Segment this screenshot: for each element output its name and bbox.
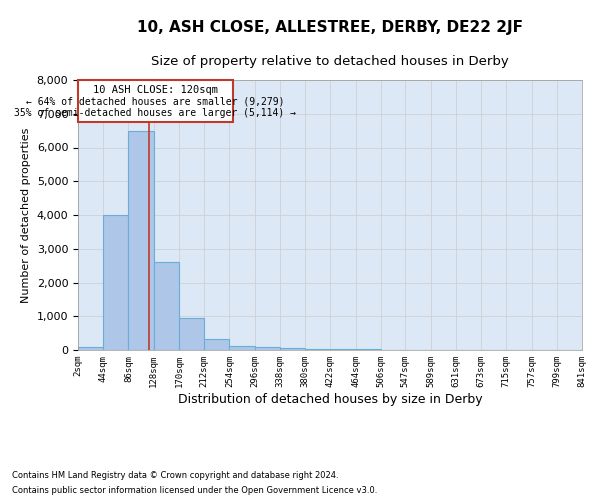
Text: Size of property relative to detached houses in Derby: Size of property relative to detached ho…: [151, 55, 509, 68]
FancyBboxPatch shape: [78, 80, 233, 122]
Bar: [103, 215, 128, 350]
Bar: [128, 130, 154, 350]
Text: ← 64% of detached houses are smaller (9,279): ← 64% of detached houses are smaller (9,…: [26, 97, 285, 107]
Bar: [280, 348, 305, 350]
Text: 10 ASH CLOSE: 120sqm: 10 ASH CLOSE: 120sqm: [93, 85, 218, 95]
Bar: [305, 349, 331, 350]
Text: 35% of semi-detached houses are larger (5,114) →: 35% of semi-detached houses are larger (…: [14, 108, 296, 118]
Text: Contains HM Land Registry data © Crown copyright and database right 2024.: Contains HM Land Registry data © Crown c…: [12, 471, 338, 480]
Bar: [154, 262, 179, 350]
Y-axis label: Number of detached properties: Number of detached properties: [21, 128, 31, 302]
Text: Contains public sector information licensed under the Open Government Licence v3: Contains public sector information licen…: [12, 486, 377, 495]
X-axis label: Distribution of detached houses by size in Derby: Distribution of detached houses by size …: [178, 392, 482, 406]
Text: 10, ASH CLOSE, ALLESTREE, DERBY, DE22 2JF: 10, ASH CLOSE, ALLESTREE, DERBY, DE22 2J…: [137, 20, 523, 35]
Bar: [204, 339, 229, 350]
Bar: [179, 318, 204, 350]
Bar: [229, 346, 254, 350]
Bar: [254, 346, 280, 350]
Bar: [78, 346, 103, 350]
